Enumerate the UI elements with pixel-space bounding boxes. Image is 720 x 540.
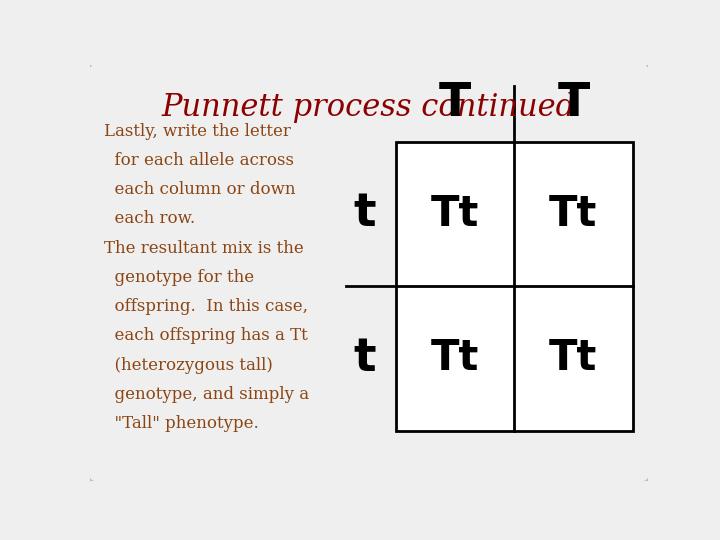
Text: each offspring has a Tt: each offspring has a Tt (104, 327, 307, 345)
Text: offspring.  In this case,: offspring. In this case, (104, 298, 308, 315)
Text: t: t (354, 336, 377, 381)
Text: each row.: each row. (104, 211, 195, 227)
Bar (396, 142, 632, 430)
Text: t: t (354, 192, 377, 237)
Text: for each allele across: for each allele across (104, 152, 294, 169)
Text: genotype, and simply a: genotype, and simply a (104, 386, 309, 403)
Text: Tt: Tt (549, 338, 598, 380)
Text: "Tall" phenotype.: "Tall" phenotype. (104, 415, 258, 432)
Text: each column or down: each column or down (104, 181, 295, 198)
Text: Punnett process continued: Punnett process continued (162, 92, 576, 123)
Text: Tt: Tt (549, 193, 598, 235)
Text: Tt: Tt (431, 338, 480, 380)
FancyBboxPatch shape (89, 63, 649, 482)
Text: (heterozygous tall): (heterozygous tall) (104, 356, 273, 374)
Text: T: T (439, 81, 472, 126)
Text: The resultant mix is the: The resultant mix is the (104, 240, 304, 256)
Text: T: T (557, 81, 590, 126)
Text: Lastly, write the letter: Lastly, write the letter (104, 123, 291, 139)
Text: genotype for the: genotype for the (104, 269, 254, 286)
Text: Tt: Tt (431, 193, 480, 235)
